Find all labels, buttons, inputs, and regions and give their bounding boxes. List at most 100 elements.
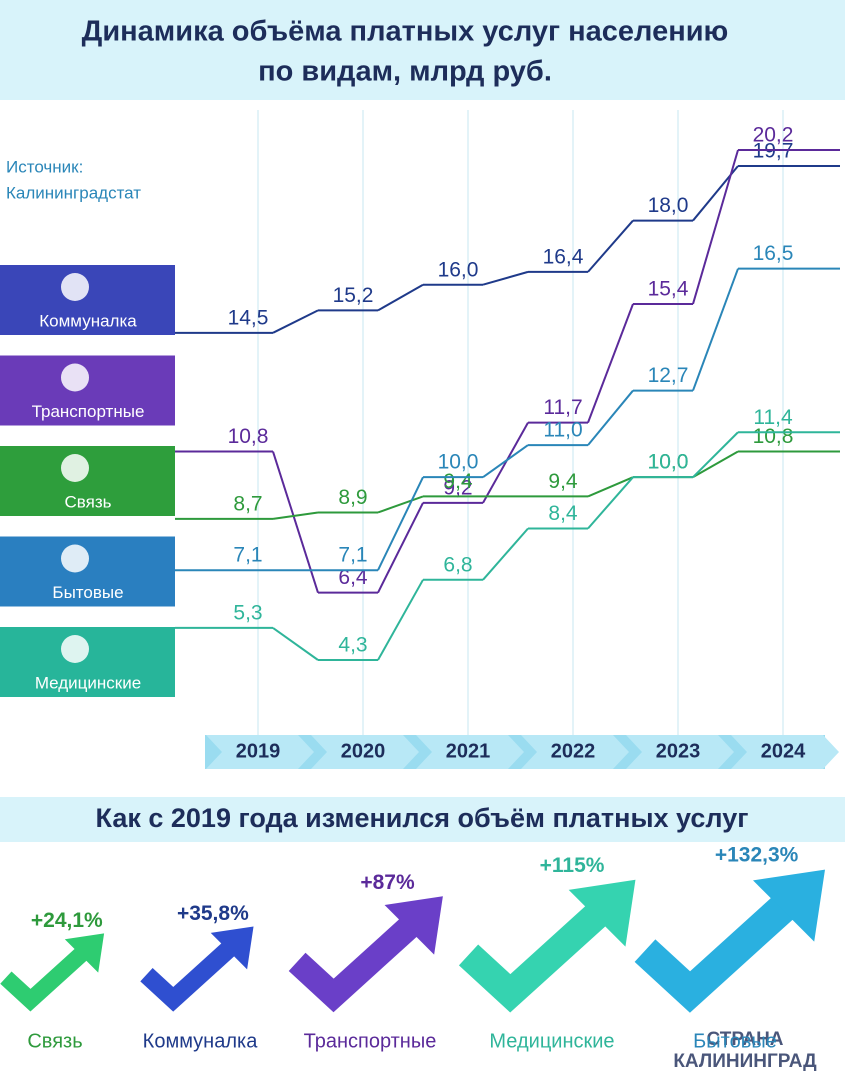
connector bbox=[272, 511, 319, 520]
value-label: 20,2 bbox=[753, 124, 794, 147]
connector bbox=[272, 309, 319, 334]
value-label: +115% bbox=[540, 854, 605, 877]
year-chevron bbox=[416, 735, 524, 769]
connector bbox=[482, 270, 529, 286]
year-label: 2021 bbox=[446, 740, 491, 762]
connector bbox=[587, 303, 634, 423]
value-label: 6,4 bbox=[338, 566, 368, 589]
category-label: Транспортные bbox=[32, 402, 145, 421]
value-label: 10,8 bbox=[753, 425, 794, 448]
category-label: Медицинские bbox=[35, 673, 141, 692]
source: Источник: bbox=[6, 157, 83, 176]
category-label: Бытовые bbox=[693, 1030, 777, 1052]
connector bbox=[692, 268, 739, 391]
title-line: Динамика объёма платных услуг населению bbox=[82, 16, 729, 48]
category-label: Транспортные bbox=[304, 1030, 437, 1052]
arrow-body bbox=[288, 916, 420, 1013]
connector bbox=[377, 579, 424, 661]
value-label: +132,3% bbox=[715, 844, 799, 867]
year-label: 2020 bbox=[341, 740, 386, 762]
growth-arrow bbox=[634, 869, 825, 1013]
arrow-body bbox=[140, 941, 237, 1012]
value-label: 8,7 bbox=[233, 492, 262, 515]
arrow-head bbox=[568, 879, 636, 947]
value-label: 18,0 bbox=[648, 194, 689, 217]
value-label: 5,3 bbox=[233, 601, 262, 624]
year-label: 2023 bbox=[656, 740, 701, 762]
value-label: 16,4 bbox=[543, 245, 584, 268]
connector bbox=[692, 450, 739, 479]
value-label: 4,3 bbox=[338, 634, 367, 657]
value-label: 12,7 bbox=[648, 364, 689, 387]
value-label: 8,4 bbox=[548, 502, 578, 525]
value-label: +35,8% bbox=[177, 902, 249, 925]
arrow-body bbox=[458, 902, 609, 1013]
arrow-body bbox=[634, 894, 796, 1013]
connector bbox=[587, 476, 634, 498]
value-label: 10,0 bbox=[438, 451, 479, 474]
value-label: 9,4 bbox=[443, 470, 473, 493]
connector bbox=[587, 476, 634, 530]
year-chevron bbox=[626, 735, 734, 769]
growth-arrow bbox=[0, 933, 105, 1012]
value-label: 14,5 bbox=[228, 306, 269, 329]
category-label: Бытовые bbox=[52, 583, 123, 602]
category-box bbox=[0, 265, 175, 335]
value-label: 6,8 bbox=[443, 553, 472, 576]
category-label: Коммуналка bbox=[39, 311, 137, 330]
arrow-head bbox=[210, 926, 254, 970]
connector bbox=[377, 495, 424, 514]
value-label: 8,9 bbox=[338, 486, 367, 509]
value-label: 7,1 bbox=[338, 544, 367, 567]
connector bbox=[482, 527, 529, 581]
value-label: 19,7 bbox=[753, 140, 794, 163]
category-box bbox=[0, 446, 175, 516]
header-band bbox=[0, 0, 845, 100]
category-label: Связь bbox=[65, 492, 112, 511]
connector bbox=[377, 283, 424, 312]
value-label: 11,7 bbox=[543, 396, 582, 419]
value-label: 11,4 bbox=[753, 406, 793, 429]
value-label: +87% bbox=[360, 871, 415, 894]
connector bbox=[377, 476, 424, 571]
value-label: 9,2 bbox=[443, 476, 472, 499]
category-icon bbox=[61, 635, 89, 663]
category-label: Медицинские bbox=[489, 1030, 614, 1052]
title-line: по видам, млрд руб. bbox=[258, 56, 552, 88]
value-label: 10,0 bbox=[648, 451, 689, 474]
growth-arrow bbox=[458, 879, 636, 1013]
category-box bbox=[0, 536, 175, 607]
arrow-body bbox=[0, 946, 89, 1012]
category-box bbox=[0, 627, 175, 697]
category-box bbox=[0, 355, 175, 426]
year-chevron bbox=[311, 735, 419, 769]
category-label: Связь bbox=[27, 1030, 82, 1052]
year-chevron bbox=[731, 735, 839, 769]
section-title: Как с 2019 года изменился объём платных … bbox=[96, 803, 749, 833]
year-chevron bbox=[206, 735, 314, 769]
category-icon bbox=[61, 363, 89, 392]
connector bbox=[272, 451, 319, 593]
value-label: 7,1 bbox=[233, 544, 262, 567]
growth-arrow bbox=[288, 896, 443, 1013]
connector bbox=[482, 444, 529, 478]
connector bbox=[692, 149, 739, 305]
category-icon bbox=[61, 544, 89, 573]
value-label: 15,4 bbox=[648, 278, 689, 301]
year-chevron bbox=[521, 735, 629, 769]
value-label: 16,5 bbox=[753, 242, 794, 265]
value-label: 16,0 bbox=[438, 258, 479, 281]
arrow-head bbox=[64, 933, 105, 973]
connector bbox=[272, 627, 319, 661]
arrow-head bbox=[384, 896, 443, 955]
category-icon bbox=[61, 273, 89, 301]
year-label: 2019 bbox=[236, 740, 281, 762]
value-label: 11,0 bbox=[543, 419, 582, 442]
connector bbox=[587, 389, 634, 446]
connector bbox=[587, 219, 634, 273]
connector bbox=[482, 422, 529, 504]
watermark: СТРАНА bbox=[706, 1029, 783, 1050]
category-icon bbox=[61, 454, 89, 482]
value-label: 9,4 bbox=[548, 470, 578, 493]
